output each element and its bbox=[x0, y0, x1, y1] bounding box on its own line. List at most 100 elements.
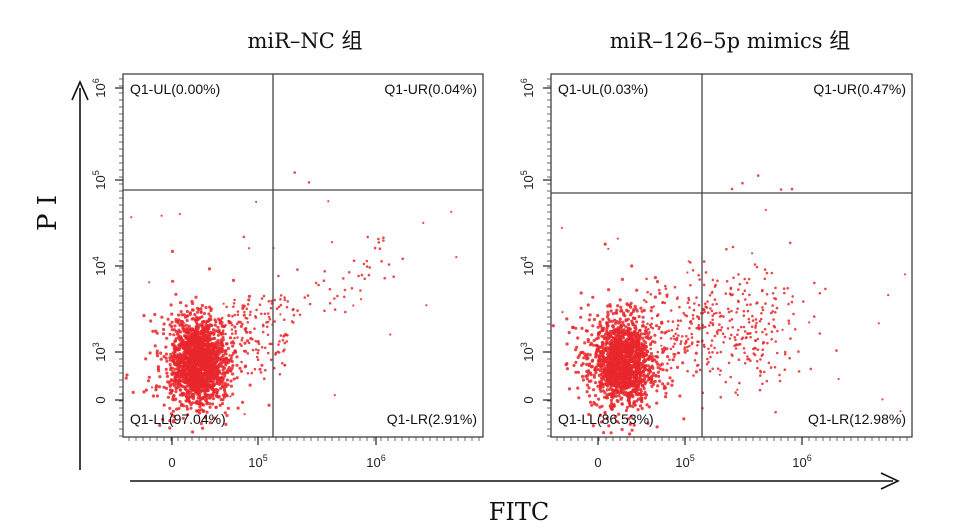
event-point bbox=[250, 371, 254, 375]
quadrant-label-q1-lr: Q1-LR(2.91%) bbox=[387, 411, 477, 427]
event-point bbox=[231, 278, 236, 282]
event-point bbox=[169, 379, 173, 383]
event-point bbox=[703, 310, 706, 314]
event-point bbox=[218, 364, 222, 368]
quadrant-label-q1-ur: Q1-UR(0.47%) bbox=[813, 81, 906, 97]
event-point bbox=[787, 302, 790, 306]
y-tick-label: 104 bbox=[519, 256, 536, 275]
event-point bbox=[751, 314, 754, 318]
event-point bbox=[232, 305, 235, 309]
event-point bbox=[296, 309, 299, 312]
event-point bbox=[666, 320, 670, 323]
event-point bbox=[193, 351, 197, 355]
event-point bbox=[216, 340, 220, 344]
event-point bbox=[203, 415, 207, 420]
event-point bbox=[779, 188, 783, 191]
event-point bbox=[175, 382, 179, 386]
event-point bbox=[642, 374, 646, 378]
event-point bbox=[180, 371, 184, 376]
event-point bbox=[669, 366, 673, 370]
event-point bbox=[207, 351, 211, 355]
event-point bbox=[254, 339, 257, 343]
event-point bbox=[217, 382, 221, 386]
event-point bbox=[587, 412, 591, 417]
event-point bbox=[744, 298, 747, 301]
event-point bbox=[241, 400, 245, 404]
event-point bbox=[653, 333, 657, 337]
event-point bbox=[645, 403, 649, 407]
event-point bbox=[362, 262, 366, 266]
event-point bbox=[602, 431, 606, 435]
event-point bbox=[193, 331, 197, 336]
event-point bbox=[678, 394, 682, 398]
event-point bbox=[224, 393, 228, 397]
event-point bbox=[694, 370, 699, 374]
event-point bbox=[190, 349, 194, 353]
event-point bbox=[637, 343, 641, 347]
event-point bbox=[676, 351, 680, 355]
event-point bbox=[609, 431, 613, 435]
event-point bbox=[877, 322, 880, 325]
event-point bbox=[619, 397, 623, 401]
event-point bbox=[708, 369, 712, 373]
event-point bbox=[233, 313, 236, 317]
event-point bbox=[736, 328, 740, 332]
event-point bbox=[738, 342, 742, 346]
event-point bbox=[186, 413, 190, 417]
event-point bbox=[650, 355, 655, 359]
event-point bbox=[260, 297, 264, 300]
event-point bbox=[737, 358, 741, 362]
event-point bbox=[239, 324, 243, 328]
event-point bbox=[235, 355, 239, 359]
event-point bbox=[185, 391, 189, 395]
event-point bbox=[671, 358, 675, 362]
event-point bbox=[625, 371, 630, 375]
minor-ticks bbox=[119, 78, 480, 441]
event-point bbox=[343, 295, 346, 299]
event-point bbox=[623, 314, 627, 318]
event-point bbox=[653, 379, 657, 383]
event-point bbox=[728, 337, 732, 340]
event-point bbox=[639, 370, 644, 375]
event-point bbox=[181, 416, 185, 420]
event-point bbox=[277, 305, 281, 309]
event-point bbox=[242, 313, 246, 317]
event-point bbox=[230, 359, 234, 364]
event-point bbox=[198, 399, 202, 404]
event-point bbox=[729, 375, 732, 379]
event-point bbox=[328, 302, 332, 305]
event-point bbox=[186, 314, 190, 318]
event-point bbox=[298, 313, 302, 317]
event-point bbox=[608, 372, 612, 376]
event-point bbox=[214, 405, 218, 409]
event-point bbox=[769, 366, 773, 369]
event-point bbox=[707, 311, 710, 315]
event-point bbox=[279, 313, 282, 316]
event-point bbox=[636, 397, 641, 401]
event-point bbox=[254, 316, 258, 319]
event-point bbox=[261, 330, 265, 334]
event-point bbox=[183, 344, 187, 348]
event-point bbox=[713, 298, 717, 301]
event-point bbox=[603, 346, 607, 350]
event-point bbox=[691, 341, 694, 344]
event-point bbox=[264, 368, 267, 372]
event-point bbox=[651, 340, 655, 344]
event-point bbox=[649, 342, 653, 345]
event-point bbox=[702, 260, 706, 263]
event-point bbox=[192, 361, 196, 365]
event-point bbox=[756, 174, 760, 177]
event-point bbox=[600, 383, 604, 387]
event-point bbox=[655, 324, 659, 328]
event-point bbox=[611, 396, 615, 400]
event-point bbox=[333, 394, 336, 397]
event-point bbox=[643, 390, 647, 394]
event-point bbox=[672, 345, 675, 348]
event-point bbox=[149, 319, 153, 323]
event-point bbox=[357, 274, 360, 278]
event-point bbox=[605, 377, 609, 382]
event-point bbox=[756, 348, 760, 352]
event-point bbox=[632, 316, 636, 320]
event-point bbox=[682, 417, 686, 421]
event-point bbox=[590, 364, 594, 368]
